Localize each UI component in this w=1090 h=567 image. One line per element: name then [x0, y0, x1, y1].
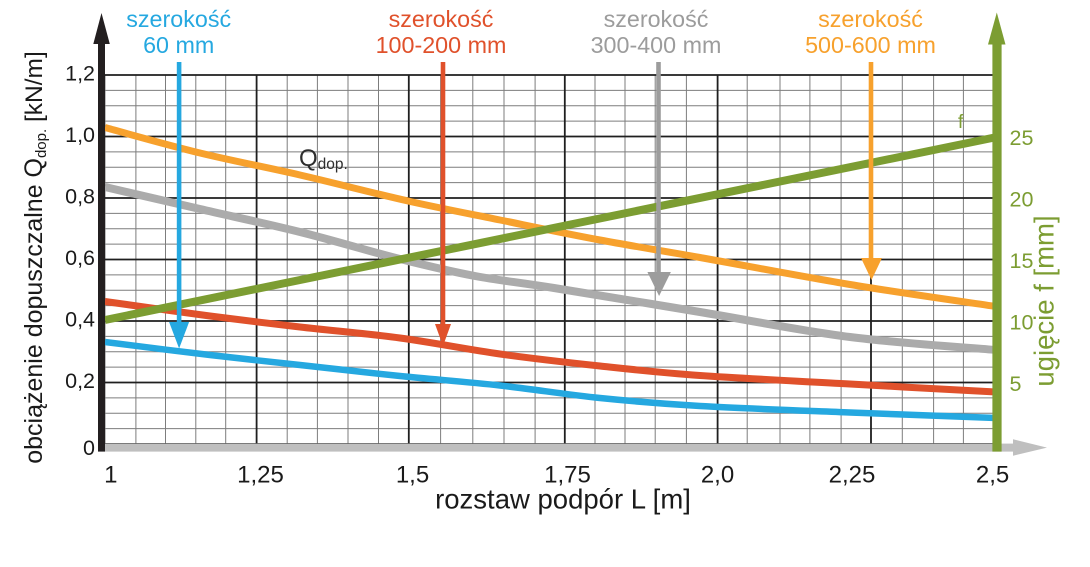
svg-text:25: 25 [1010, 126, 1034, 150]
svg-text:ugięcie f [mm]: ugięcie f [mm] [1029, 215, 1060, 386]
svg-text:rozstaw podpór L [m]: rozstaw podpór L [m] [435, 484, 691, 515]
svg-text:1: 1 [104, 462, 117, 489]
svg-text:0,6: 0,6 [65, 246, 95, 270]
svg-text:2,25: 2,25 [829, 462, 876, 489]
svg-text:szerokość: szerokość [389, 6, 494, 32]
svg-text:0,8: 0,8 [65, 185, 95, 209]
svg-text:100-200 mm: 100-200 mm [376, 32, 507, 58]
svg-text:1,2: 1,2 [65, 62, 95, 86]
svg-text:f: f [958, 112, 964, 133]
svg-text:szerokość: szerokość [818, 6, 923, 32]
svg-text:0,4: 0,4 [65, 308, 95, 332]
svg-text:obciążenie dopuszczalne Qdop.: obciążenie dopuszczalne Qdop. [kN/m] [20, 51, 50, 464]
svg-text:5: 5 [1010, 372, 1022, 396]
svg-text:20: 20 [1010, 188, 1034, 212]
svg-text:0: 0 [83, 436, 95, 460]
svg-text:szerokość: szerokość [604, 6, 709, 32]
svg-text:1,75: 1,75 [544, 462, 591, 489]
svg-text:15: 15 [1010, 249, 1034, 273]
svg-text:1,5: 1,5 [396, 462, 429, 489]
svg-text:2,5: 2,5 [976, 462, 1009, 489]
svg-text:300-400 mm: 300-400 mm [591, 32, 722, 58]
svg-text:szerokość: szerokość [126, 6, 231, 32]
svg-text:500-600 mm: 500-600 mm [805, 32, 936, 58]
svg-text:1,0: 1,0 [65, 123, 95, 147]
svg-text:0,2: 0,2 [65, 369, 95, 393]
svg-text:1,25: 1,25 [237, 462, 284, 489]
svg-text:2,0: 2,0 [701, 462, 734, 489]
svg-text:10: 10 [1010, 311, 1034, 335]
svg-text:60 mm: 60 mm [143, 32, 214, 58]
